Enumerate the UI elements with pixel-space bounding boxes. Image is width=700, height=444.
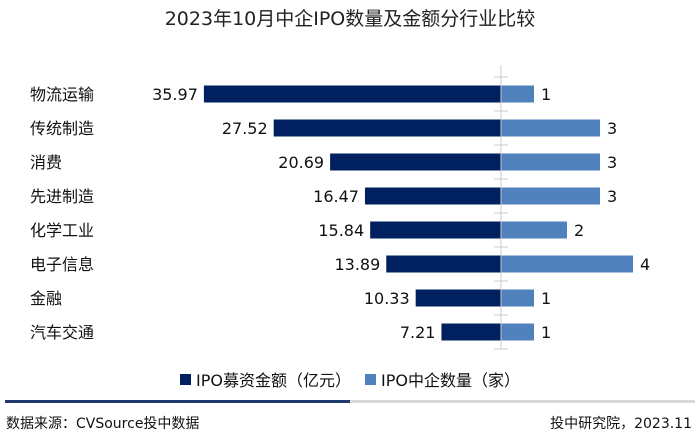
data-label-amount: 16.47 (313, 187, 359, 206)
bar-amount (441, 323, 501, 341)
legend-item-count: IPO中企数量（家） (365, 367, 520, 391)
category-label: 化学工业 (30, 221, 94, 240)
data-label-count: 3 (607, 153, 617, 172)
bar-amount (415, 289, 501, 307)
chart-title: 2023年10月中企IPO数量及金额分行业比较 (164, 8, 536, 30)
bar-count (501, 221, 567, 239)
bar-amount (370, 221, 501, 239)
bar-amount (330, 153, 501, 171)
category-label: 先进制造 (30, 187, 94, 206)
data-label-amount: 27.52 (222, 119, 268, 138)
data-label-amount: 10.33 (364, 289, 410, 308)
category-label: 传统制造 (30, 119, 94, 138)
source-note: 数据来源：CVSource投中数据 (6, 416, 200, 432)
data-label-amount: 13.89 (334, 255, 380, 274)
legend-label-count: IPO中企数量（家） (381, 371, 520, 390)
data-label-count: 3 (607, 119, 617, 138)
data-label-count: 3 (607, 187, 617, 206)
bar-amount (203, 85, 501, 103)
legend-swatch-count (365, 374, 376, 385)
footer-divider (5, 400, 695, 403)
legend-swatch-amount (180, 374, 192, 385)
bar-amount (386, 255, 501, 273)
category-label: 物流运输 (30, 85, 94, 104)
data-label-count: 2 (574, 221, 584, 240)
bar-count (501, 323, 534, 341)
data-label-amount: 7.21 (400, 323, 436, 342)
category-label: 金融 (30, 289, 62, 308)
data-label-amount: 20.69 (278, 153, 324, 172)
category-label: 消费 (30, 153, 62, 172)
bar-amount (364, 187, 501, 205)
legend-item-amount: IPO募资金额（亿元） (180, 367, 351, 391)
chart: 物流运输 35.97 1 传统制造 27.52 3 消费 20.69 3 先进制造 16.47 3 化学… (30, 65, 650, 350)
category-label: 电子信息 (30, 255, 94, 274)
bar-count (501, 119, 600, 137)
category-label: 汽车交通 (30, 323, 94, 342)
data-label-count: 1 (541, 85, 551, 104)
bar-count (501, 255, 633, 273)
legend: IPO募资金额（亿元） IPO中企数量（家） (0, 367, 700, 391)
bar-count (501, 85, 534, 103)
data-label-amount: 15.84 (318, 221, 364, 240)
credit-note: 投中研究院，2023.11 (550, 416, 692, 432)
data-label-count: 4 (640, 255, 650, 274)
bar-count (501, 187, 600, 205)
data-label-count: 1 (541, 323, 551, 342)
bar-amount (273, 119, 501, 137)
legend-label-amount: IPO募资金额（亿元） (196, 371, 351, 390)
data-label-count: 1 (541, 289, 551, 308)
bar-count (501, 153, 600, 171)
bar-count (501, 289, 534, 307)
data-label-amount: 35.97 (152, 85, 198, 104)
